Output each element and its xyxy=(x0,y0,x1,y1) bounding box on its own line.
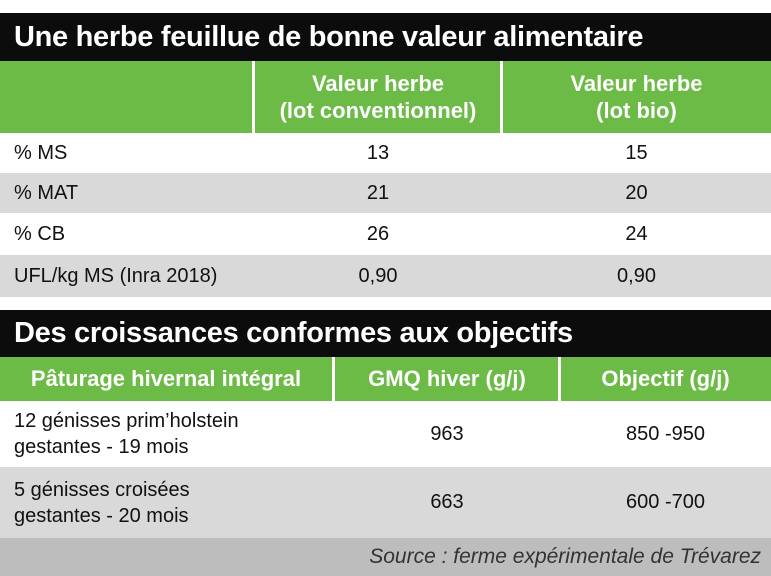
row-label-line1: 12 génisses prim’holstein xyxy=(14,410,239,432)
row-label-line2: gestantes - 20 mois xyxy=(14,504,189,527)
table1-row: % MAT 21 20 xyxy=(0,173,771,213)
row-label: 12 génisses prim’holstein gestantes - 19… xyxy=(14,401,239,467)
header-gmq: GMQ hiver (g/j) xyxy=(368,366,526,391)
row-label: % MS xyxy=(14,141,68,164)
table1-row: % MS 13 15 xyxy=(0,133,771,173)
row-value-gmq: 963 xyxy=(430,422,464,445)
row-label: % MAT xyxy=(14,181,79,204)
header-bio-line2: (lot bio) xyxy=(596,98,677,123)
row-label: % CB xyxy=(14,222,66,245)
table1-title: Une herbe feuillue de bonne valeur alime… xyxy=(0,13,771,61)
table2-title: Des croissances conformes aux objectifs xyxy=(0,310,771,357)
source-caption: Source : ferme expérimentale de Trévarez xyxy=(0,538,771,576)
row-value-bio: 24 xyxy=(625,222,648,245)
row-value-bio: 0,90 xyxy=(617,264,656,287)
header-conventionnel-line1: Valeur herbe xyxy=(311,71,445,96)
header-bio-line1: Valeur herbe xyxy=(570,71,703,96)
table1-header: Valeur herbe (lot conventionnel) Valeur … xyxy=(0,61,771,133)
row-value-gmq: 663 xyxy=(430,491,464,513)
header-divider xyxy=(252,61,255,133)
table1-row: % CB 26 24 xyxy=(0,213,771,255)
header-divider xyxy=(332,357,335,401)
table2-row: 12 génisses prim’holstein gestantes - 19… xyxy=(0,401,771,467)
table1-row: UFL/kg MS (Inra 2018) 0,90 0,90 xyxy=(0,255,771,297)
row-label-line1: 5 génisses croisées xyxy=(14,478,190,501)
row-label-line2: gestantes - 19 mois xyxy=(14,436,189,458)
row-value-bio: 15 xyxy=(625,141,648,164)
table2-header: Pâturage hivernal intégral GMQ hiver (g/… xyxy=(0,357,771,401)
header-conventionnel: Valeur herbe (lot conventionnel) xyxy=(254,61,502,133)
header-conventionnel-line2: (lot conventionnel) xyxy=(279,98,477,123)
row-label: UFL/kg MS (Inra 2018) xyxy=(14,264,218,287)
header-divider xyxy=(500,61,503,133)
header-bio: Valeur herbe (lot bio) xyxy=(502,61,771,133)
row-value-conventionnel: 26 xyxy=(366,222,390,245)
header-paturage: Pâturage hivernal intégral xyxy=(30,366,302,391)
row-value-conventionnel: 21 xyxy=(366,181,390,204)
row-value-bio: 20 xyxy=(625,181,648,204)
table2-row: 5 génisses croisées gestantes - 20 mois … xyxy=(0,467,771,538)
header-objectif: Objectif (g/j) xyxy=(601,366,730,391)
row-label: 5 génisses croisées gestantes - 20 mois xyxy=(14,467,190,538)
header-divider xyxy=(558,357,561,401)
row-value-conventionnel: 0,90 xyxy=(358,264,398,287)
row-value-objectif: 600 -700 xyxy=(626,491,705,513)
row-value-conventionnel: 13 xyxy=(366,141,390,164)
row-value-objectif: 850 -950 xyxy=(626,422,705,445)
